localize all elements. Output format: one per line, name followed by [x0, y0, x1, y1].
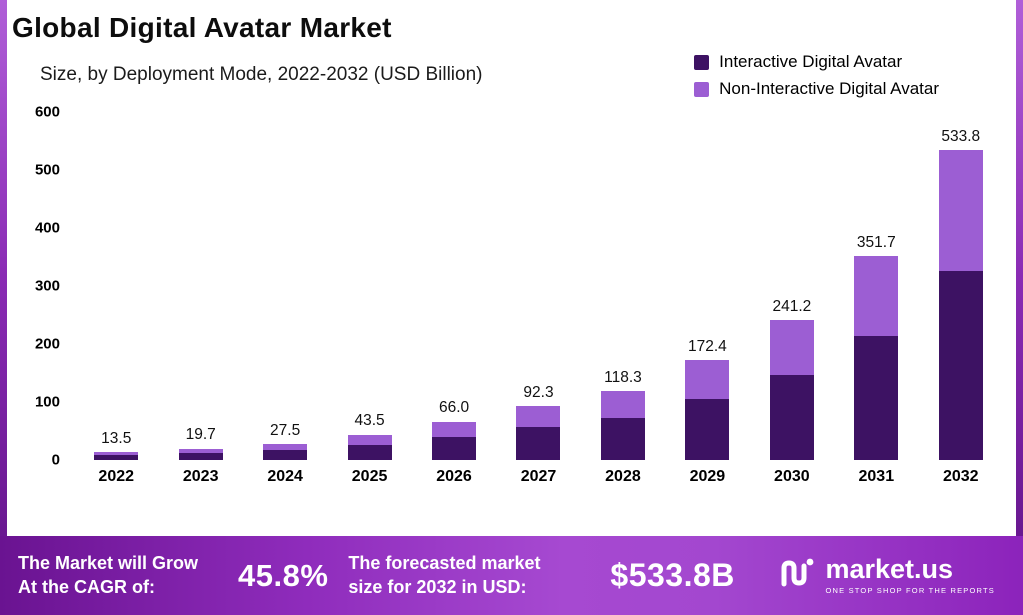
bar-segment-noninteractive — [94, 452, 139, 456]
bar-chart: 0 100 200 300 400 500 600 13.5 19.7 27.5 43.5 66.0… — [20, 105, 1005, 494]
bar-segment-noninteractive — [347, 434, 392, 445]
chart-subtitle: Size, by Deployment Mode, 2022-2032 (USD… — [40, 64, 483, 85]
x-axis-label: 2027 — [520, 468, 557, 485]
bar-segment-interactive — [854, 335, 899, 460]
legend-label: Interactive Digital Avatar — [719, 52, 903, 71]
bar-segment-noninteractive — [685, 360, 730, 399]
bar-total-label: 533.8 — [941, 127, 981, 145]
bar-column: 241.2 — [750, 112, 834, 460]
marketus-logo-icon — [777, 553, 817, 598]
brand-logo: market.us ONE STOP SHOP FOR THE REPORTS — [777, 553, 1005, 598]
legend-swatch-icon — [694, 81, 710, 97]
x-axis-label: 2028 — [605, 468, 641, 485]
y-axis-tick: 200 — [34, 335, 60, 353]
bar-column: 19.7 — [158, 112, 242, 460]
bar-segment-interactive — [432, 436, 477, 460]
bar-segment-noninteractive — [854, 256, 899, 336]
bar-segment-interactive — [94, 455, 139, 460]
legend-item: Interactive Digital Avatar — [694, 52, 939, 72]
right-border-strip — [1016, 0, 1023, 615]
bar-segment-interactive — [347, 444, 392, 460]
y-axis-tick: 300 — [34, 277, 60, 295]
bar-segment-interactive — [938, 271, 983, 460]
bar-column: 27.5 — [243, 112, 327, 460]
x-axis-label: 2022 — [98, 468, 135, 485]
bar-total-label: 241.2 — [772, 297, 812, 315]
bar-total-label: 19.7 — [185, 426, 216, 444]
cagr-value: 45.8% — [238, 557, 329, 593]
brand-name: market.us — [825, 554, 954, 584]
legend-swatch-icon — [694, 54, 710, 70]
plot-area: 13.5 19.7 27.5 43.5 66.0 92.3 118.3 172.4 241.2 3… — [74, 112, 1003, 460]
bar-segment-noninteractive — [432, 421, 477, 437]
left-border-strip — [0, 0, 7, 615]
x-axis-label: 2030 — [774, 468, 810, 485]
cagr-label-line1: The Market will Grow — [18, 553, 199, 574]
bar-segment-noninteractive — [938, 150, 983, 272]
bar-column: 351.7 — [834, 112, 918, 460]
x-axis-label: 2029 — [689, 468, 726, 485]
y-axis-tick: 400 — [34, 219, 60, 237]
legend-item: Non-Interactive Digital Avatar — [694, 79, 939, 99]
bar-segment-interactive — [769, 374, 814, 460]
y-axis-tick: 0 — [51, 451, 60, 469]
bar-segment-interactive — [263, 450, 308, 460]
bar-total-label: 172.4 — [688, 337, 727, 355]
page-title: Global Digital Avatar Market — [12, 12, 392, 43]
bar-segment-noninteractive — [263, 444, 308, 451]
bar-column: 118.3 — [581, 112, 665, 460]
forecast-label-line2: size for 2032 in USD: — [348, 576, 527, 597]
bar-segment-interactive — [178, 453, 223, 460]
bar-total-label: 27.5 — [270, 421, 301, 439]
y-axis: 0 100 200 300 400 500 600 — [20, 105, 60, 468]
bar-column: 533.8 — [919, 112, 1003, 460]
cagr-label-line2: At the CAGR of: — [18, 576, 155, 597]
x-axis-label: 2032 — [942, 468, 979, 485]
bar-total-label: 66.0 — [438, 399, 470, 417]
brand-text: market.us ONE STOP SHOP FOR THE REPORTS — [825, 554, 995, 596]
bar-column: 66.0 — [412, 112, 496, 460]
bar-segment-interactive — [600, 418, 645, 460]
y-axis-tick: 500 — [34, 161, 60, 179]
bar-column: 13.5 — [74, 112, 158, 460]
brand-tagline: ONE STOP SHOP FOR THE REPORTS — [825, 586, 995, 595]
forecast-label: The forecasted market size for 2032 in U… — [348, 552, 586, 599]
bar-column: 172.4 — [665, 112, 749, 460]
bar-total-label: 43.5 — [354, 412, 385, 430]
x-axis-label: 2023 — [182, 468, 219, 485]
cagr-label: The Market will Grow At the CAGR of: — [18, 552, 238, 599]
x-axis-label: 2031 — [858, 468, 895, 485]
bar-total-label: 118.3 — [604, 368, 642, 386]
bar-segment-interactive — [685, 398, 730, 460]
y-axis-tick: 100 — [34, 393, 60, 411]
bar-total-label: 351.7 — [856, 233, 896, 251]
forecast-value: $533.8B — [610, 557, 735, 593]
legend-label: Non-Interactive Digital Avatar — [719, 79, 939, 98]
bar-segment-noninteractive — [178, 448, 223, 454]
bar-segment-noninteractive — [600, 391, 645, 419]
x-axis-label: 2024 — [267, 468, 303, 485]
x-axis-label: 2026 — [436, 468, 472, 485]
bar-column: 43.5 — [327, 112, 411, 460]
x-axis: 2022 2023 2024 2025 2026 2027 2028 2029 2030 2031… — [74, 468, 1003, 486]
bar-segment-noninteractive — [516, 406, 561, 428]
bar-segment-interactive — [516, 427, 561, 460]
bar-total-label: 92.3 — [523, 383, 554, 401]
forecast-label-line1: The forecasted market — [348, 553, 541, 574]
bar-column: 92.3 — [496, 112, 580, 460]
x-axis-label: 2025 — [351, 468, 388, 485]
bar-total-label: 13.5 — [101, 429, 132, 447]
footer-banner: The Market will Grow At the CAGR of: 45.… — [0, 536, 1023, 615]
y-axis-tick: 600 — [34, 103, 60, 121]
chart-legend: Interactive Digital Avatar Non-Interactiv… — [694, 52, 939, 99]
bar-segment-noninteractive — [769, 320, 814, 375]
